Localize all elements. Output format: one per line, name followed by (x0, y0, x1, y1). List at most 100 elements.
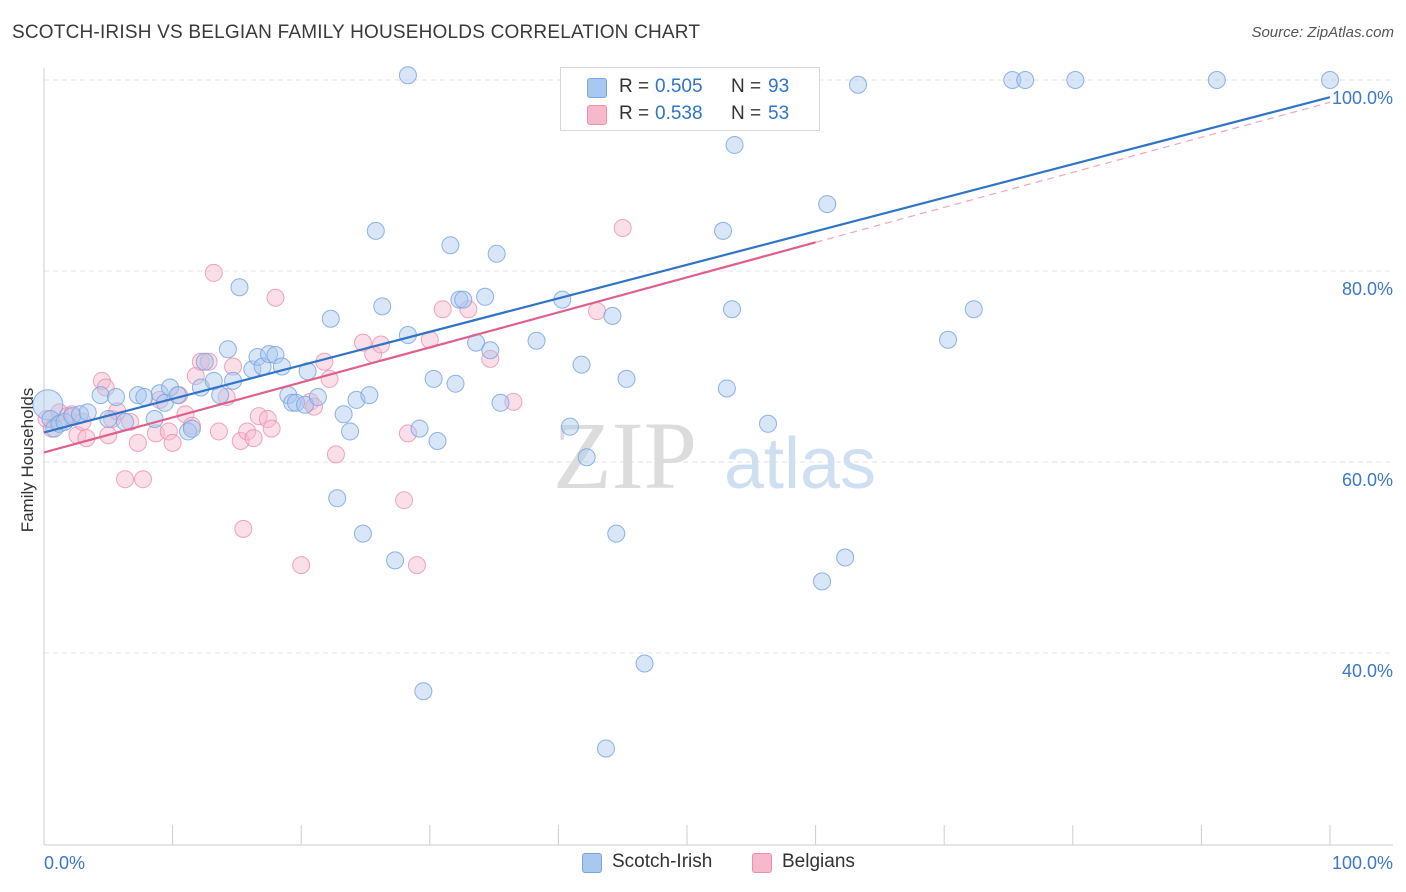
scotch-irish-point (617, 369, 636, 388)
scotch-irish-point (560, 417, 579, 436)
belgians-point (353, 333, 372, 352)
belgians-point (587, 302, 606, 321)
legend-n-value: 93 (768, 76, 790, 97)
legend-swatch-pink (752, 853, 772, 873)
scotch-irish-point (218, 340, 237, 359)
scotch-irish-point (607, 524, 626, 543)
legend-r-value: 0.505 (655, 76, 703, 97)
scotch-irish-point (759, 414, 778, 433)
chart-title: SCOTCH-IRISH VS BELGIAN FAMILY HOUSEHOLD… (12, 22, 701, 43)
scotch-irish-point (1207, 71, 1226, 89)
scotch-irish-point (107, 388, 126, 407)
belgians-point (459, 300, 478, 319)
belgians-point (292, 556, 311, 575)
scotch-irish-point (260, 345, 279, 364)
legend-swatch-blue (582, 853, 602, 873)
legend-swatch-pink (587, 105, 607, 125)
legend-r-value: 0.538 (655, 103, 703, 124)
scotch-irish-point (424, 369, 443, 388)
scotch-irish-point (635, 654, 654, 673)
scotch-irish-point (78, 403, 97, 422)
legend-row-belgians: R = 0.538 N = 53 (561, 101, 819, 127)
x-tick-label-min: 0.0% (44, 853, 85, 873)
scotch-irish-point (849, 75, 868, 94)
scotch-irish-point (410, 419, 429, 438)
scotch-irish-point (91, 386, 110, 405)
scotch-irish-point (230, 278, 249, 297)
scotch-irish-point (836, 548, 855, 567)
scotch-irish-point (1066, 71, 1085, 89)
legend-label-scotch-irish: Scotch-Irish (612, 851, 713, 872)
scotch-irish-point (714, 221, 733, 240)
scotch-irish-point (717, 379, 736, 398)
scotch-irish-point (491, 393, 510, 412)
scotch-irish-point (964, 300, 983, 319)
belgians-point (204, 263, 223, 282)
belgians-point (191, 352, 210, 371)
scotch-irish-point (441, 236, 460, 255)
scotch-irish-point (182, 419, 201, 438)
belgians-point (116, 470, 135, 489)
scotch-irish-point (360, 386, 379, 405)
belgians-trend-extension (815, 101, 1331, 243)
y-axis-label: Family Households (18, 387, 37, 533)
belgians-point (266, 288, 285, 307)
belgians-point (326, 445, 345, 464)
belgians-point (134, 470, 153, 489)
scotch-irish-point (813, 572, 832, 591)
scotch-irish-point (446, 374, 465, 393)
scotch-irish-point (266, 346, 285, 365)
scotch-irish-point (428, 431, 447, 450)
belgians-point (398, 424, 417, 443)
legend-n-value: 53 (768, 103, 790, 124)
scotch-irish-point (353, 524, 372, 543)
y-tick-label: 80.0% (1342, 279, 1393, 299)
belgians-point (234, 519, 253, 538)
y-tick-labels: 40.0% 60.0% 80.0% 100.0% (1332, 88, 1393, 681)
scotch-irish-point (939, 330, 958, 349)
scotch-irish-point (308, 388, 327, 407)
scotch-irish-point (321, 309, 340, 328)
belgians-point (258, 410, 277, 429)
scotch-irish-point (476, 287, 495, 306)
scotch-irish-point (248, 347, 267, 366)
belgians-point (613, 219, 632, 238)
belgians-point (244, 429, 263, 448)
scotch-irish-point (1321, 71, 1339, 89)
watermark-atlas: atlas (724, 424, 876, 504)
belgians-point (395, 491, 414, 510)
scotch-irish-point (328, 489, 347, 508)
scotch-irish-point (135, 388, 154, 407)
scotch-irish-point (386, 551, 405, 570)
scotch-irish-point (454, 290, 473, 309)
scotch-irish-point (211, 386, 230, 405)
scotch-irish-point (723, 300, 742, 319)
scotch-irish-point (450, 290, 469, 309)
correlation-legend: R = 0.505 N = 93 R = 0.538 N = 53 (560, 67, 820, 131)
scotch-irish-point (603, 306, 622, 325)
belgians-point (121, 412, 140, 431)
legend-label-belgians: Belgians (782, 851, 855, 872)
scotch-irish-point (596, 739, 615, 758)
belgians-point (77, 429, 96, 448)
belgians-trend-line (43, 241, 816, 454)
legend-r-label: R = (619, 103, 650, 124)
belgians-point (504, 392, 523, 411)
legend-n-label: N = (731, 76, 762, 97)
belgians-point (433, 300, 452, 319)
scotch-irish-point (287, 393, 306, 412)
scotch-irish-point (366, 221, 385, 240)
scotch-irish-point (481, 341, 500, 360)
legend-n-label: N = (731, 103, 762, 124)
belgians-point (128, 433, 147, 452)
belgians-points (37, 219, 632, 575)
y-tick-label: 60.0% (1342, 470, 1393, 490)
scotch-irish-point (334, 405, 353, 424)
legend-r-label: R = (619, 76, 650, 97)
scotch-irish-point (725, 135, 744, 154)
legend-swatch-blue (587, 78, 607, 98)
trend-lines (43, 96, 1331, 454)
belgians-point (186, 367, 205, 386)
scotch-irish-point (818, 195, 837, 214)
